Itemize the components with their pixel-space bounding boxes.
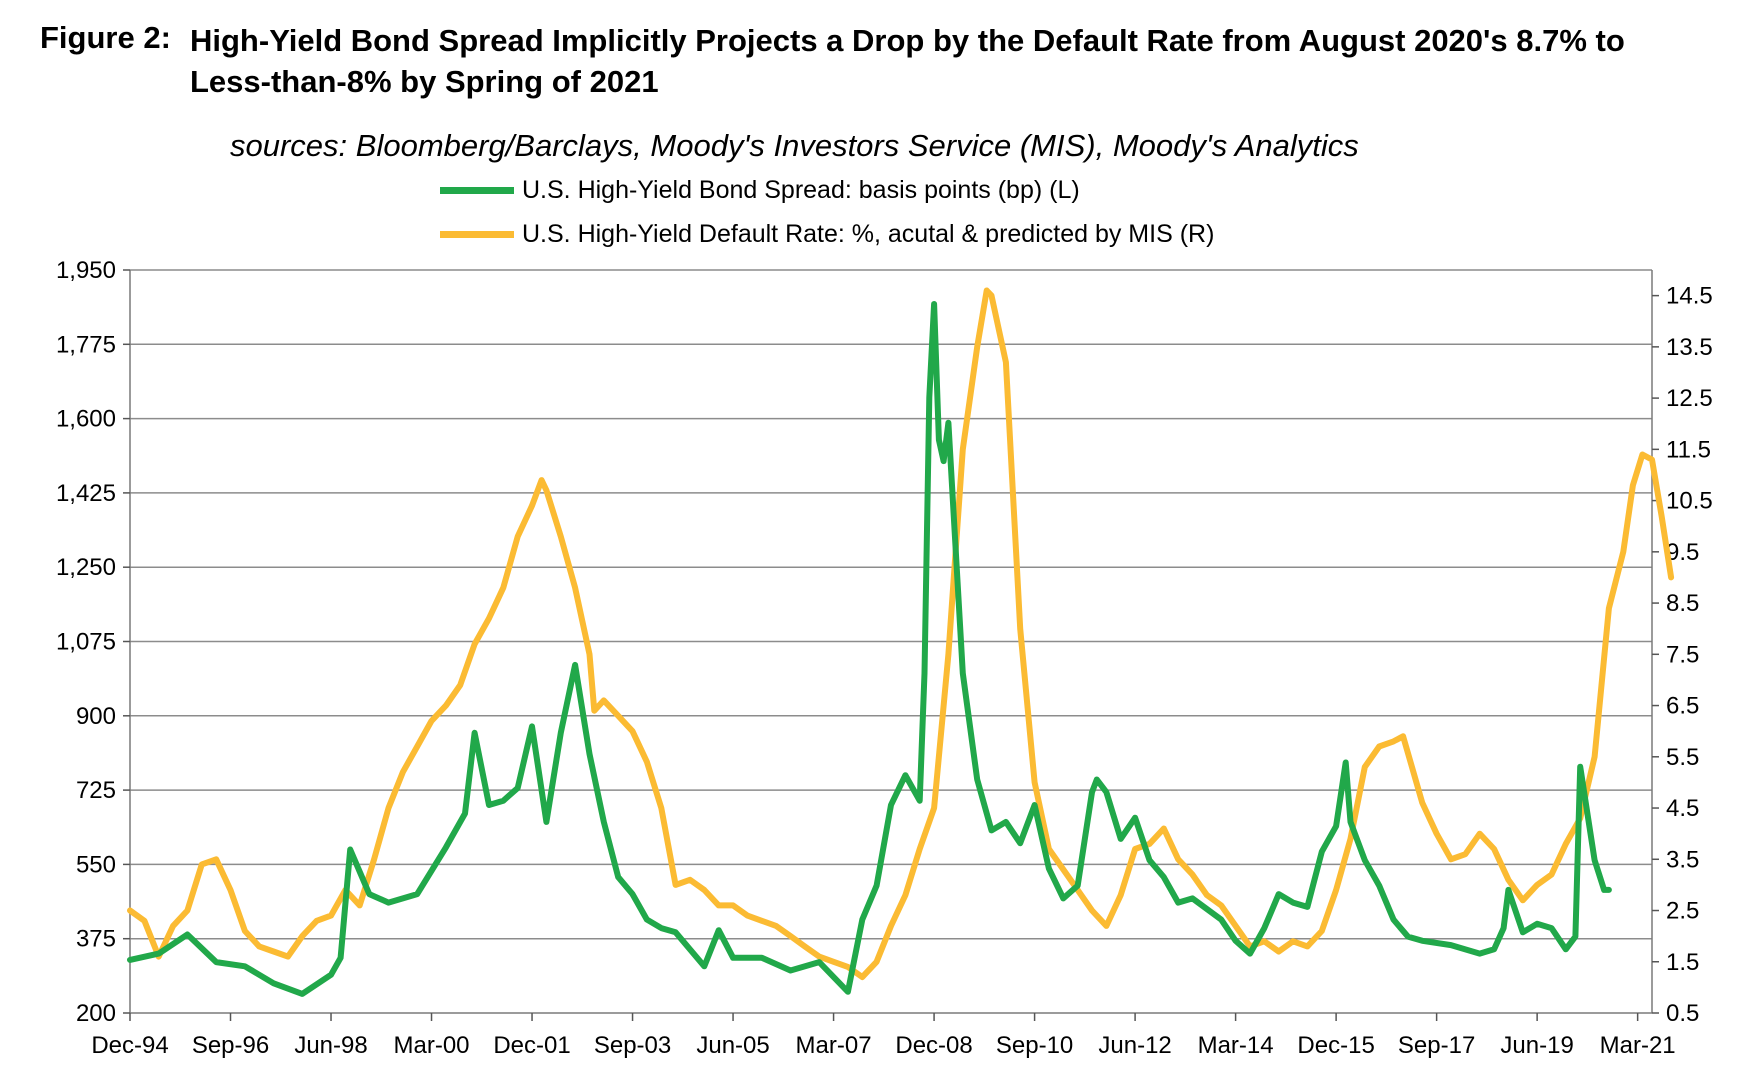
y-left-tick-label-5: 1,075 bbox=[56, 629, 116, 656]
y-left-tick-label-4: 900 bbox=[76, 703, 116, 730]
y-right-tick-label-10: 10.5 bbox=[1666, 488, 1713, 515]
legend-swatch-spread bbox=[440, 186, 514, 194]
y-axis-right-ticks: 0.51.52.53.54.55.56.57.58.59.510.511.512… bbox=[1652, 283, 1713, 1027]
legend-item-spread: U.S. High-Yield Bond Spread: basis point… bbox=[440, 168, 1214, 212]
x-tick-label-7: Mar-07 bbox=[796, 1032, 872, 1059]
x-tick-label-10: Jun-12 bbox=[1098, 1032, 1171, 1059]
x-tick-label-13: Sep-17 bbox=[1398, 1032, 1475, 1059]
x-tick-label-6: Jun-05 bbox=[696, 1032, 769, 1059]
y-right-tick-label-13: 13.5 bbox=[1666, 334, 1713, 361]
y-right-tick-label-3: 3.5 bbox=[1666, 846, 1699, 873]
y-right-tick-label-14: 14.5 bbox=[1666, 283, 1713, 310]
y-right-tick-label-6: 6.5 bbox=[1666, 693, 1699, 720]
y-right-tick-label-11: 11.5 bbox=[1666, 436, 1711, 463]
x-tick-label-8: Dec-08 bbox=[895, 1032, 972, 1059]
y-right-tick-label-1: 1.5 bbox=[1666, 949, 1699, 976]
legend-label-default-rate: U.S. High-Yield Default Rate: %, acutal … bbox=[522, 219, 1215, 248]
x-tick-label-1: Sep-96 bbox=[192, 1032, 269, 1059]
y-right-tick-label-8: 8.5 bbox=[1666, 590, 1699, 617]
y-right-tick-label-12: 12.5 bbox=[1666, 385, 1713, 412]
series-line-default-rate bbox=[127, 287, 1675, 981]
y-left-tick-label-9: 1,775 bbox=[56, 331, 116, 358]
y-left-tick-label-2: 550 bbox=[76, 851, 116, 878]
x-tick-label-3: Mar-00 bbox=[394, 1032, 470, 1059]
y-axis-left-ticks: 200 375 550 725 900 1,075 1,250 1,425 1,600 1,775… bbox=[56, 257, 130, 1027]
series-line-spread bbox=[127, 301, 1612, 997]
y-right-tick-label-2: 2.5 bbox=[1666, 898, 1699, 925]
legend-swatch-default-rate bbox=[440, 230, 514, 238]
figure-title: High-Yield Bond Spread Implicitly Projec… bbox=[190, 23, 1625, 99]
figure-label: Figure 2: bbox=[40, 20, 171, 55]
y-left-tick-label-8: 1,600 bbox=[56, 406, 116, 433]
legend-label-spread: U.S. High-Yield Bond Spread: basis point… bbox=[522, 175, 1080, 204]
gridlines bbox=[130, 269, 1652, 940]
x-tick-label-12: Dec-15 bbox=[1297, 1032, 1374, 1059]
y-left-tick-label-7: 1,425 bbox=[56, 480, 116, 507]
y-left-tick-label-0: 200 bbox=[76, 1000, 116, 1027]
y-left-tick-label-1: 375 bbox=[76, 926, 116, 953]
y-right-tick-label-5: 5.5 bbox=[1666, 744, 1699, 771]
y-left-tick-label-6: 1,250 bbox=[56, 554, 116, 581]
figure-sources: sources: Bloomberg/Barclays, Moody's Inv… bbox=[230, 128, 1359, 163]
y-right-tick-label-4: 4.5 bbox=[1666, 795, 1699, 822]
x-axis-ticks: Dec-94 Sep-96 Jun-98 Mar-00 Dec-01 Sep-03 Jun-… bbox=[91, 1013, 1676, 1059]
legend-item-default-rate: U.S. High-Yield Default Rate: %, acutal … bbox=[440, 212, 1214, 256]
x-tick-label-4: Dec-01 bbox=[493, 1032, 570, 1059]
x-tick-label-14: Jun-19 bbox=[1500, 1032, 1573, 1059]
x-tick-label-5: Sep-03 bbox=[594, 1032, 671, 1059]
x-tick-label-9: Sep-10 bbox=[996, 1032, 1073, 1059]
series-lines bbox=[127, 287, 1675, 997]
chart-legend: U.S. High-Yield Bond Spread: basis point… bbox=[440, 168, 1214, 256]
y-left-tick-label-10: 1,950 bbox=[56, 257, 116, 284]
y-right-tick-label-7: 7.5 bbox=[1666, 641, 1699, 668]
y-left-tick-label-3: 725 bbox=[76, 777, 116, 804]
y-right-tick-label-0: 0.5 bbox=[1666, 1000, 1699, 1027]
x-tick-label-0: Dec-94 bbox=[91, 1032, 168, 1059]
x-tick-label-15: Mar-21 bbox=[1600, 1032, 1676, 1059]
x-tick-label-11: Mar-14 bbox=[1198, 1032, 1274, 1059]
x-tick-label-2: Jun-98 bbox=[294, 1032, 367, 1059]
